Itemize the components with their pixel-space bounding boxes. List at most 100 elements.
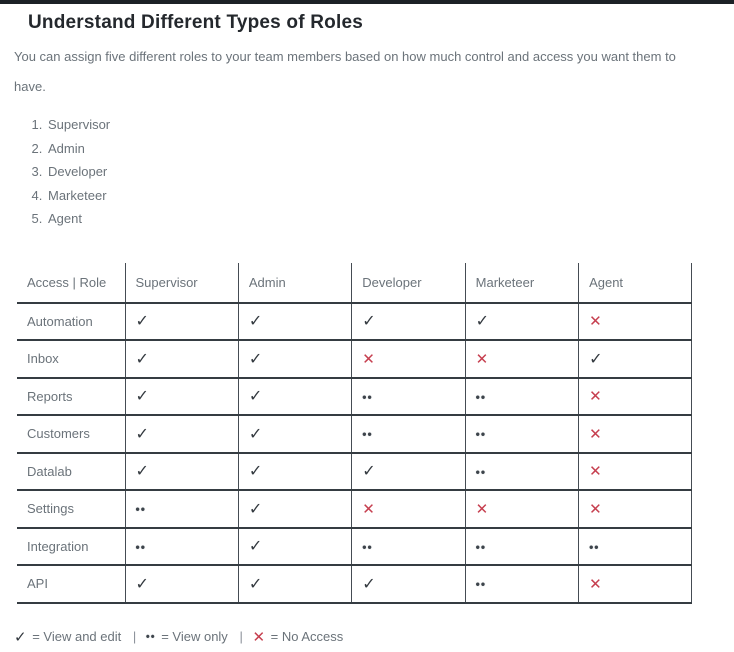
no-access-icon: ✕: [475, 350, 489, 368]
row-label-cell: Integration: [17, 527, 126, 566]
roles-list-item: Admin: [46, 141, 734, 156]
table-row: Datalab ✓ ✓ ✓ •• ✕: [17, 452, 693, 491]
table-row: API ✓ ✓ ✓ •• ✕: [17, 565, 693, 604]
row-label-cell: Automation: [17, 302, 126, 341]
no-access-icon: ✕: [589, 425, 602, 443]
access-cell: ✓: [238, 452, 353, 491]
no-access-icon: ✕: [589, 500, 602, 518]
access-cell: ••: [465, 452, 580, 491]
access-cell: ✓: [351, 452, 466, 491]
view-only-icon: ••: [475, 427, 487, 442]
view-only-icon: ••: [362, 539, 373, 554]
access-cell: ✓: [238, 302, 353, 341]
access-cell: ✕: [465, 490, 580, 529]
access-cell: ✓: [238, 527, 353, 566]
table-header-cell: Marketeer: [465, 262, 580, 304]
legend-separator: |: [239, 628, 243, 644]
row-label-cell: Inbox: [17, 340, 126, 379]
table-row: Reports ✓ ✓ •• •• ✕: [17, 377, 693, 416]
table-header-cell: Developer: [351, 262, 466, 304]
access-cell: ✕: [465, 340, 580, 379]
access-cell: ✓: [125, 302, 239, 341]
access-cell: ✓: [578, 340, 693, 379]
check-icon: ✓: [248, 575, 263, 593]
access-cell: ✓: [238, 565, 353, 604]
view-only-icon: ••: [475, 464, 487, 479]
access-cell: ✓: [125, 565, 239, 604]
view-only-icon: ••: [475, 389, 487, 404]
no-access-icon: ✕: [362, 350, 375, 368]
table-row: Automation ✓ ✓ ✓ ✓ ✕: [17, 302, 693, 341]
access-cell: ✕: [578, 302, 693, 341]
legend-check-icon: ✓: [14, 628, 27, 646]
access-cell: ••: [351, 377, 466, 416]
access-cell: ✕: [578, 452, 693, 491]
view-only-icon: ••: [362, 427, 373, 442]
roles-list: Supervisor Admin Developer Marketeer Agent: [0, 118, 734, 226]
legend-no-access-icon: ✕: [252, 628, 266, 646]
legend-view-only-label: = View only: [161, 628, 228, 644]
row-label-cell: Customers: [17, 415, 126, 454]
table-header-cell: Access | Role: [17, 262, 126, 304]
table-header-cell: Supervisor: [125, 262, 239, 304]
row-label-cell: Settings: [17, 490, 126, 529]
access-cell: ✕: [578, 377, 693, 416]
check-icon: ✓: [589, 350, 603, 368]
view-only-icon: ••: [135, 502, 146, 517]
access-cell: ✓: [238, 340, 353, 379]
access-cell: ••: [578, 527, 693, 566]
legend-separator: |: [132, 628, 137, 644]
check-icon: ✓: [135, 388, 149, 406]
access-cell: ••: [465, 565, 580, 604]
table-header-cell: Admin: [238, 262, 353, 304]
access-cell: ✓: [351, 565, 466, 604]
no-access-icon: ✕: [589, 388, 602, 406]
table-header-cell: Agent: [578, 262, 693, 304]
row-label-cell: Reports: [17, 377, 126, 416]
check-icon: ✓: [248, 538, 263, 556]
check-icon: ✓: [248, 463, 263, 481]
row-label-cell: API: [17, 565, 126, 604]
legend-view-only-icon: ••: [145, 630, 156, 643]
no-access-icon: ✕: [589, 313, 602, 331]
table-row: Integration •• ✓ •• •• ••: [17, 527, 693, 566]
access-cell: ••: [465, 527, 580, 566]
roles-list-item: Agent: [46, 212, 734, 226]
view-only-icon: ••: [475, 577, 487, 592]
check-icon: ✓: [135, 463, 149, 481]
access-cell: ✓: [125, 415, 239, 454]
table-row: Inbox ✓ ✓ ✕ ✕ ✓: [17, 340, 693, 379]
check-icon: ✓: [362, 463, 376, 481]
access-cell: ✓: [125, 452, 239, 491]
view-only-icon: ••: [475, 539, 487, 554]
roles-list-item: Marketeer: [46, 188, 734, 203]
access-cell: ✓: [351, 302, 466, 341]
access-cell: ••: [465, 377, 580, 416]
no-access-icon: ✕: [362, 500, 375, 518]
row-label-cell: Datalab: [17, 452, 126, 491]
access-cell: ✕: [578, 415, 693, 454]
table-row: Customers ✓ ✓ •• •• ✕: [17, 415, 693, 454]
check-icon: ✓: [248, 425, 263, 443]
view-only-icon: ••: [589, 539, 600, 554]
access-cell: ✓: [125, 340, 239, 379]
check-icon: ✓: [135, 575, 149, 593]
no-access-icon: ✕: [475, 500, 489, 518]
access-cell: ✓: [238, 377, 353, 416]
access-cell: ✕: [578, 565, 693, 604]
legend-no-access-label: = No Access: [270, 628, 344, 644]
access-cell: ••: [351, 415, 466, 454]
check-icon: ✓: [248, 388, 263, 406]
access-cell: ✕: [351, 340, 466, 379]
table-header-row: Access | Role Supervisor Admin Developer Mar…: [17, 262, 693, 304]
check-icon: ✓: [135, 425, 149, 443]
no-access-icon: ✕: [589, 463, 602, 481]
view-only-icon: ••: [135, 539, 146, 554]
access-cell: ✓: [238, 490, 353, 529]
access-role-table: Access | Role Supervisor Admin Developer Mar…: [17, 262, 693, 604]
access-cell: ✓: [465, 302, 580, 341]
check-icon: ✓: [248, 500, 263, 518]
check-icon: ✓: [135, 313, 149, 331]
access-cell: ✓: [125, 377, 239, 416]
legend-check-label: = View and edit: [32, 628, 122, 644]
